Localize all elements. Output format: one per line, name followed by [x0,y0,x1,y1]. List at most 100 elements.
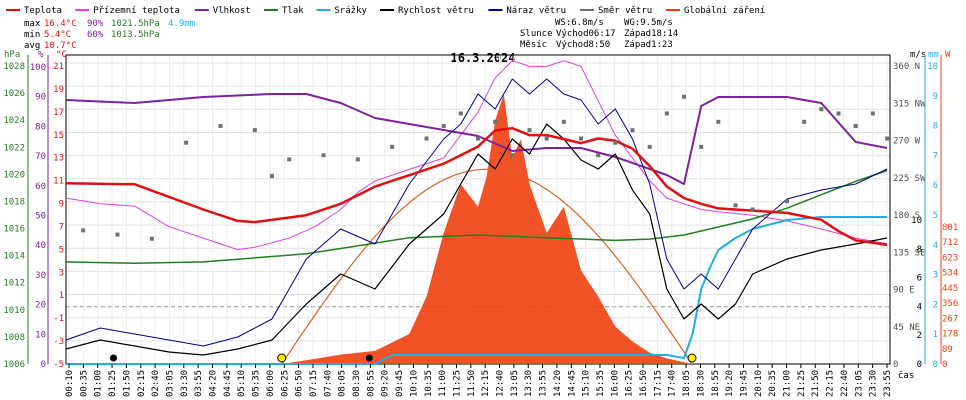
axis-pct-tick-8: 20 [35,301,46,311]
x-tick-22: 09:20 [381,370,391,397]
x-tick-11: 04:45 [223,370,233,397]
axis-w-tick-5: 356 [942,299,958,309]
axis-mm-tick-9: 1 [933,330,938,340]
axis-c-label: °C [56,50,67,60]
axis-ms-tick-1: 8 [917,245,922,255]
axis-pct-tick-0: 100 [30,63,46,73]
axis-hpa-label: hPa [4,50,20,60]
axis-hpa-tick-1: 1026 [3,89,25,99]
x-tick-35: 14:45 [567,370,577,397]
stat-min-hum: 60% [87,30,104,40]
sun-moon-block: WS:6.8m/s WG:9.5m/s Slunce Východ06:17 Z… [520,18,678,50]
legend-label-5: Rychlost větru [398,6,474,16]
axis-pct-tick-10: 0 [41,360,46,370]
x-axis-unit: čas [898,370,914,381]
axis-w-label: W [945,50,951,60]
wind-dir-point-30 [750,207,755,212]
axis-c-tick-10: 1 [59,291,64,301]
axis-dir-tick-3: 225 SW [893,174,926,184]
x-tick-34: 14:20 [553,370,563,397]
axis-c-tick-1: 19 [53,85,64,95]
wind-dir-point-5 [252,128,257,133]
moonset: Západ1:23 [624,40,673,50]
wind-dir-point-13 [458,111,463,116]
sunrise: Východ06:17 [556,29,616,39]
x-tick-31: 13:05 [510,370,520,397]
stat-max-label: max [24,19,41,29]
wind-dir-point-24 [647,144,652,149]
stat-max-rain: 4.9mm [168,19,195,29]
wind-dir-point-26 [682,94,686,99]
series-naraz-vetru [65,78,888,347]
x-tick-26: 11:00 [438,370,448,397]
axis-pct-tick-2: 80 [35,122,46,132]
wind-dir-point-6 [270,174,274,179]
wind-dir-point-7 [287,157,292,162]
axis-pct-tick-7: 30 [35,271,46,281]
axis-c-tick-2: 17 [53,108,64,118]
x-tick-55: 23:05 [854,370,864,397]
sun-arc [280,168,693,365]
stat-avg-temp: 10.7°C [44,41,77,51]
axis-mm-tick-6: 4 [933,241,938,251]
x-tick-32: 13:30 [524,370,534,397]
axis-hpa-tick-9: 1010 [3,306,25,316]
legend-label-6: Náraz větru [506,6,566,16]
axis-c-tick-9: 3 [59,268,64,278]
x-tick-25: 10:35 [424,370,434,397]
x-tick-16: 06:50 [295,370,305,397]
legend-label-2: Vlhkost [213,6,251,16]
x-tick-30: 12:40 [496,370,506,397]
x-tick-8: 03:30 [180,370,190,397]
stat-max-hum: 90% [87,19,104,29]
x-tick-2: 01:00 [94,370,104,397]
series-globalni-zareni [281,94,693,365]
x-tick-19: 08:05 [338,370,348,397]
moonset-marker [109,354,117,362]
wind-dir-point-3 [184,140,189,145]
x-tick-54: 22:40 [840,370,850,397]
wind-dir-point-28 [716,119,721,124]
wind-dir-point-25 [664,111,669,116]
axis-hpa-tick-5: 1018 [3,197,25,207]
wind-dir-point-37 [885,136,890,141]
wind-ws: WS:6.8m/s [555,18,604,28]
axis-mm-tick-8: 2 [933,300,938,310]
x-tick-48: 20:10 [754,370,764,397]
stat-max-temp: 16.4°C [44,19,77,29]
wind-dir-point-19 [561,119,566,124]
x-tick-4: 01:50 [122,370,132,397]
axis-hpa-tick-4: 1020 [3,170,25,180]
wind-dir-point-23 [630,128,635,133]
x-tick-24: 10:10 [409,370,419,397]
sunset: Západ18:14 [624,29,678,39]
axis-hpa-tick-11: 1006 [3,360,25,370]
legend-label-1: Přízemní teplota [93,6,180,16]
x-tick-51: 21:25 [797,370,807,397]
axis-mm-tick-2: 8 [933,122,938,132]
x-tick-21: 08:55 [366,370,376,397]
x-tick-37: 15:35 [596,370,606,397]
series-tlak [65,169,888,264]
wind-dir-point-21 [596,153,601,158]
axis-ms-tick-4: 2 [917,331,922,341]
axis-w-tick-3: 534 [942,269,958,279]
legend-label-4: Srážky [334,6,367,16]
x-tick-40: 16:50 [639,370,649,397]
axis-hpa-tick-8: 1012 [3,279,25,289]
axis-dir-tick-5: 135 SE [893,248,926,258]
axis-ms-tick-2: 6 [917,274,922,284]
x-tick-43: 18:05 [682,370,692,397]
axis-c-tick-6: 9 [59,200,64,210]
x-tick-36: 15:10 [582,370,592,397]
axis-w-tick-6: 267 [942,314,958,324]
axis-ms-label: m/s [910,50,926,60]
axis-ms-tick-5: 0 [917,360,922,370]
axis-pct-tick-4: 60 [35,182,46,192]
x-tick-15: 06:25 [280,370,290,397]
wind-wg: WG:9.5m/s [624,18,673,28]
wind-dir-point-4 [218,123,223,128]
x-tick-50: 21:00 [783,370,793,397]
axes: hPa% °C1028102610241022102010181016101410… [3,50,958,370]
